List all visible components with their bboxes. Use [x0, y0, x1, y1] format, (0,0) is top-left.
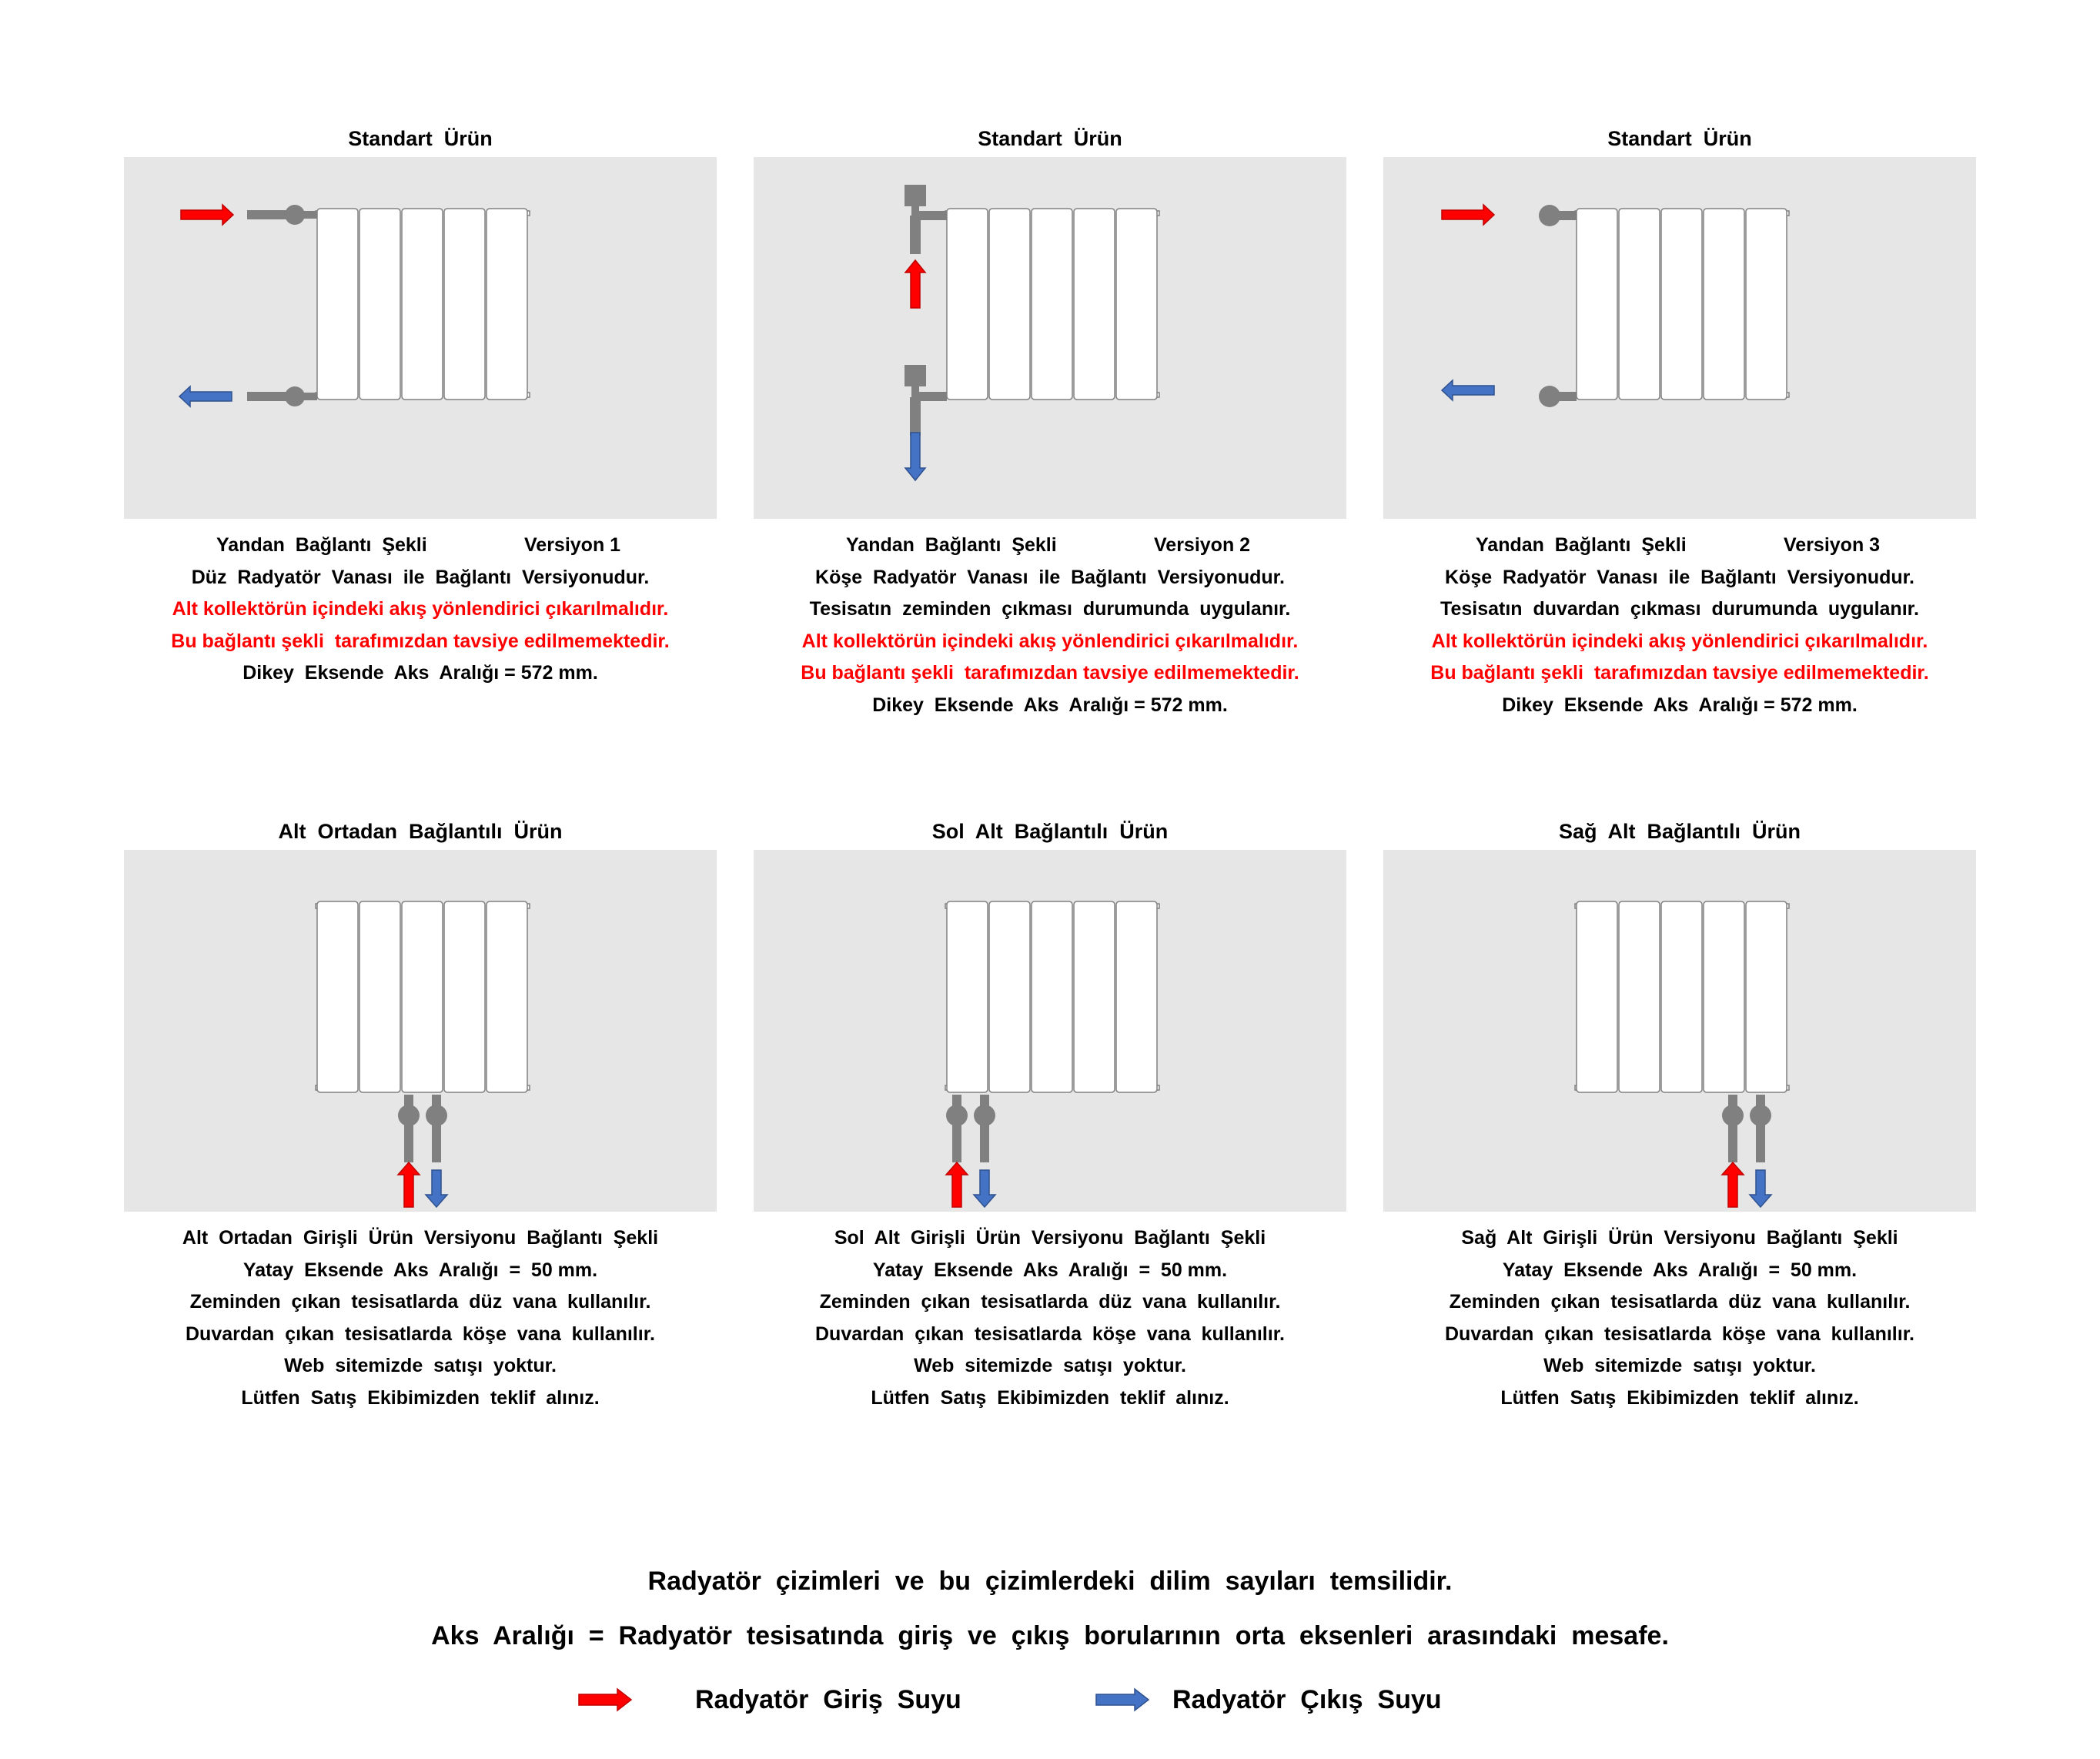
description-line: Lütfen Satış Ekibimizden teklif alınız.	[1500, 1386, 1859, 1409]
connection-type-label: Yandan Bağlantı Şekli	[846, 534, 1057, 556]
description-line: Web sitemizde satışı yoktur.	[284, 1355, 557, 1376]
legend-inlet-label: Radyatör Giriş Suyu	[695, 1685, 961, 1714]
spacing-line: Yatay Eksende Aks Aralığı = 50 mm.	[1502, 1259, 1858, 1281]
inlet-arrow-icon	[1441, 203, 1496, 226]
inlet-arrow-icon	[180, 203, 235, 226]
outlet-arrow-icon	[1440, 379, 1495, 402]
warning-line: Bu bağlantı şekli tarafımızdan tavsiye e…	[1430, 662, 1929, 684]
diagram-side-straight-valve	[178, 203, 530, 408]
panel-description: Yandan Bağlantı Şekli Versiyon 2 Köşe Ra…	[754, 530, 1346, 721]
warning-line: Bu bağlantı şekli tarafımızdan tavsiye e…	[171, 630, 670, 652]
footnote-aks-definition: Aks Aralığı = Radyatör tesisatında giriş…	[431, 1621, 1669, 1650]
inlet-arrow-icon	[945, 1161, 969, 1208]
description-line: Sol Alt Girişli Ürün Versiyonu Bağlantı …	[834, 1227, 1266, 1249]
panel-title: Alt Ortadan Bağlantılı Ürün	[278, 820, 563, 843]
legend-outlet-label: Radyatör Çıkış Suyu	[1172, 1685, 1442, 1714]
diagram-box	[754, 850, 1346, 1212]
outlet-arrow-icon	[178, 385, 232, 408]
description-line: Tesisatın duvardan çıkması durumunda uyg…	[1440, 598, 1919, 620]
panel-title: Sol Alt Bağlantılı Ürün	[931, 820, 1169, 843]
connection-type-label: Yandan Bağlantı Şekli	[1476, 534, 1687, 556]
outlet-arrow-icon	[424, 1169, 449, 1209]
version-label: Versiyon 3	[1784, 534, 1881, 556]
description-line: Düz Radyatör Vanası ile Bağlantı Versiyo…	[191, 566, 650, 588]
radiator	[1574, 901, 1790, 1093]
description-line: Köşe Radyatör Vanası ile Bağlantı Versiy…	[1445, 566, 1914, 588]
description-line: Lütfen Satış Ekibimizden teklif alınız.	[871, 1386, 1229, 1409]
inlet-arrow-icon	[396, 1161, 421, 1208]
radiator	[945, 901, 1160, 1093]
panel-description: Sol Alt Girişli Ürün Versiyonu Bağlantı …	[754, 1222, 1346, 1414]
bottom-wall-valve	[1539, 386, 1577, 407]
description-line: Köşe Radyatör Vanası ile Bağlantı Versiy…	[815, 566, 1285, 588]
description-line: Web sitemizde satışı yoktur.	[914, 1355, 1186, 1376]
panel-description: Alt Ortadan Girişli Ürün Versiyonu Bağla…	[124, 1222, 717, 1414]
panel-description: Yandan Bağlantı Şekli Versiyon 1 Düz Rad…	[124, 530, 717, 690]
outlet-arrow-icon	[972, 1169, 997, 1209]
description-line: Sağ Alt Girişli Ürün Versiyonu Bağlantı …	[1461, 1227, 1898, 1249]
panel-title: Standart Ürün	[348, 127, 493, 150]
description-line: Tesisatın zeminden çıkması durumunda uyg…	[809, 598, 1291, 620]
outlet-arrow-icon	[1748, 1169, 1773, 1209]
description-line: Zeminden çıkan tesisatlarda düz vana kul…	[819, 1291, 1281, 1313]
version-line: Yandan Bağlantı Şekli Versiyon 3	[1383, 530, 1976, 562]
warning-line: Bu bağlantı şekli tarafımızdan tavsiye e…	[801, 662, 1299, 684]
bottom-valve-pair	[398, 1095, 447, 1162]
warning-line: Alt kollektörün içindeki akış yönlendiri…	[1431, 630, 1928, 652]
diagram-box	[124, 850, 717, 1212]
description-line: Duvardan çıkan tesisatlarda köşe vana ku…	[1445, 1323, 1914, 1345]
description-line: Alt Ortadan Girişli Ürün Versiyonu Bağla…	[182, 1227, 659, 1249]
panel-title: Standart Ürün	[1607, 127, 1752, 150]
top-angle-valve	[905, 185, 947, 254]
inlet-arrow-icon	[904, 259, 927, 309]
top-straight-valve	[247, 205, 317, 225]
spacing-line: Yatay Eksende Aks Aralığı = 50 mm.	[242, 1259, 598, 1281]
version-line: Yandan Bağlantı Şekli Versiyon 2	[754, 530, 1346, 562]
radiator	[945, 208, 1160, 400]
version-line: Yandan Bağlantı Şekli Versiyon 1	[124, 530, 717, 562]
description-line: Zeminden çıkan tesisatlarda düz vana kul…	[1449, 1291, 1911, 1313]
legend-inlet-arrow-icon	[578, 1687, 633, 1712]
bottom-valve-pair	[946, 1095, 995, 1162]
diagram-side-angle-valve-wall	[1440, 203, 1790, 407]
diagram-box	[1383, 157, 1976, 519]
diagram-side-angle-valve-floor	[904, 185, 1160, 482]
spacing-line: Dikey Eksende Aks Aralığı = 572 mm.	[1502, 694, 1858, 716]
diagram-box	[1383, 850, 1976, 1212]
description-line: Zeminden çıkan tesisatlarda düz vana kul…	[189, 1291, 651, 1313]
radiator	[1574, 208, 1790, 400]
outlet-arrow-icon	[904, 432, 927, 482]
warning-line: Alt kollektörün içindeki akış yönlendiri…	[172, 598, 669, 620]
diagram-bottom-right	[1574, 901, 1790, 1209]
inlet-arrow-icon	[1720, 1161, 1745, 1208]
radiator	[315, 901, 530, 1093]
bottom-angle-valve	[905, 365, 947, 436]
panel-description: Yandan Bağlantı Şekli Versiyon 3 Köşe Ra…	[1383, 530, 1976, 721]
connection-type-label: Yandan Bağlantı Şekli	[216, 534, 427, 556]
bottom-straight-valve	[247, 386, 317, 406]
warning-line: Alt kollektörün içindeki akış yönlendiri…	[801, 630, 1299, 652]
description-line: Web sitemizde satışı yoktur.	[1543, 1355, 1816, 1376]
version-label: Versiyon 1	[524, 534, 621, 556]
footnote-representative: Radyatör çizimleri ve bu çizimlerdeki di…	[647, 1567, 1453, 1596]
description-line: Duvardan çıkan tesisatlarda köşe vana ku…	[186, 1323, 655, 1345]
bottom-valve-pair	[1722, 1095, 1771, 1162]
diagram-box	[754, 157, 1346, 519]
diagram-box	[124, 157, 717, 519]
legend-outlet-arrow-icon	[1095, 1687, 1150, 1712]
top-wall-valve	[1539, 205, 1577, 226]
radiator	[315, 208, 530, 400]
spacing-line: Yatay Eksende Aks Aralığı = 50 mm.	[872, 1259, 1228, 1281]
description-line: Duvardan çıkan tesisatlarda köşe vana ku…	[815, 1323, 1285, 1345]
panel-description: Sağ Alt Girişli Ürün Versiyonu Bağlantı …	[1383, 1222, 1976, 1414]
diagram-bottom-middle	[315, 901, 530, 1209]
diagram-bottom-left	[945, 901, 1160, 1209]
panel-title: Sağ Alt Bağlantılı Ürün	[1558, 820, 1801, 843]
spacing-line: Dikey Eksende Aks Aralığı = 572 mm.	[242, 662, 598, 684]
description-line: Lütfen Satış Ekibimizden teklif alınız.	[241, 1386, 600, 1409]
panel-title: Standart Ürün	[978, 127, 1122, 150]
spacing-line: Dikey Eksende Aks Aralığı = 572 mm.	[872, 694, 1228, 716]
version-label: Versiyon 2	[1154, 534, 1251, 556]
